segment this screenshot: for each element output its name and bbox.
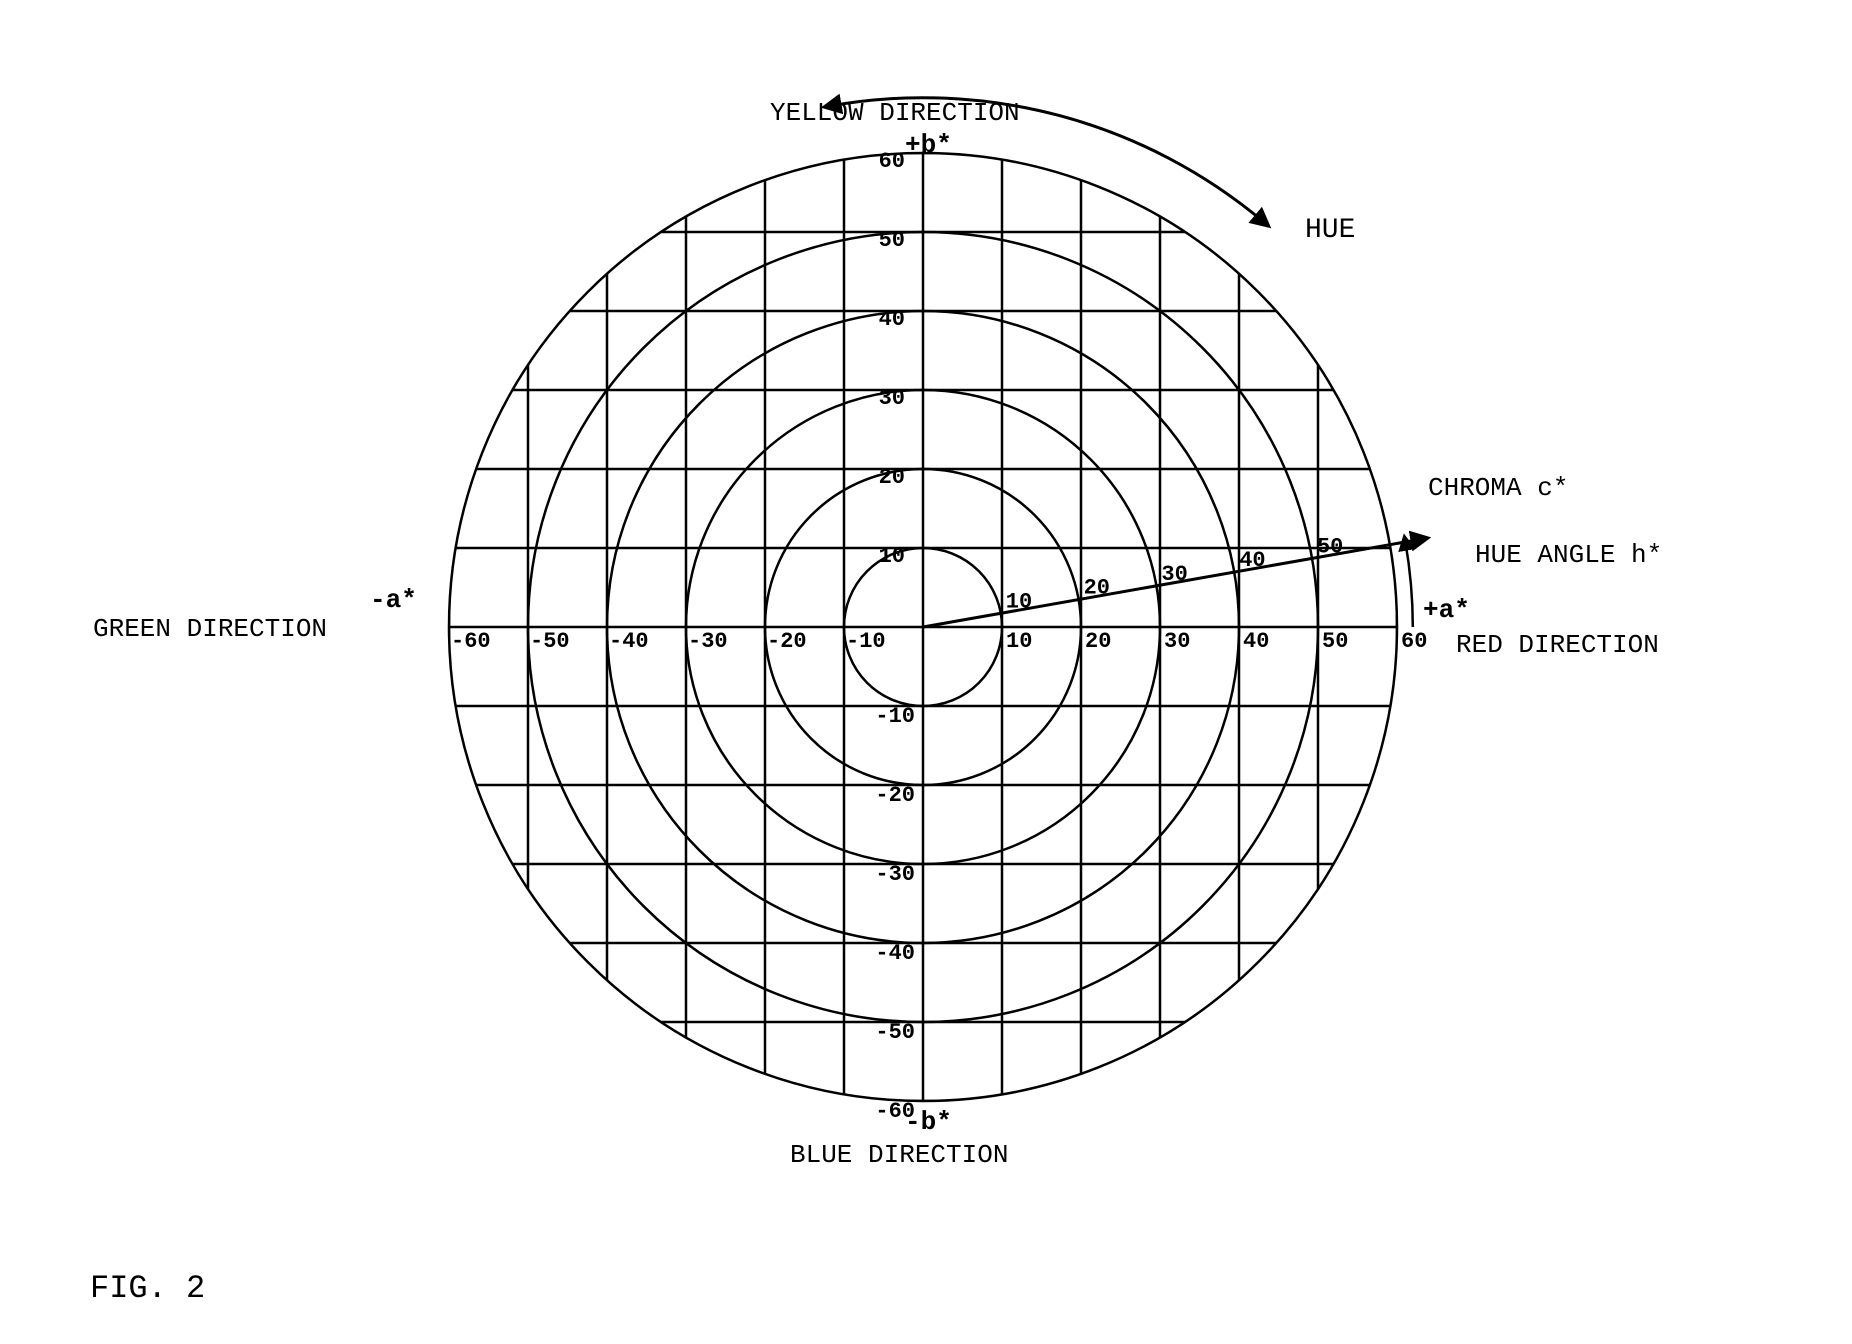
- svg-text:60: 60: [879, 149, 905, 174]
- svg-text:50: 50: [1322, 629, 1348, 654]
- svg-text:-20: -20: [767, 629, 807, 654]
- plus-a-axis-label: +a*: [1423, 595, 1470, 625]
- svg-text:-40: -40: [609, 629, 649, 654]
- svg-text:-30: -30: [688, 629, 728, 654]
- svg-text:-20: -20: [875, 783, 915, 808]
- svg-text:10: 10: [1006, 629, 1032, 654]
- hue-angle-label: HUE ANGLE h*: [1475, 540, 1662, 570]
- svg-text:40: 40: [879, 307, 905, 332]
- svg-text:50: 50: [879, 228, 905, 253]
- svg-text:-30: -30: [875, 862, 915, 887]
- minus-b-axis-label: -b*: [905, 1107, 952, 1137]
- svg-text:-50: -50: [875, 1020, 915, 1045]
- svg-text:-40: -40: [875, 941, 915, 966]
- svg-text:30: 30: [879, 386, 905, 411]
- minus-a-axis-label: -a*: [370, 585, 417, 615]
- svg-text:40: 40: [1243, 629, 1269, 654]
- svg-text:-50: -50: [530, 629, 570, 654]
- svg-text:-10: -10: [846, 629, 886, 654]
- red-direction-label: RED DIRECTION: [1456, 630, 1659, 660]
- svg-text:20: 20: [1085, 629, 1111, 654]
- svg-text:-10: -10: [875, 704, 915, 729]
- plus-b-axis-label: +b*: [905, 130, 952, 160]
- svg-text:10: 10: [1006, 589, 1032, 614]
- blue-direction-label: BLUE DIRECTION: [790, 1140, 1008, 1170]
- hue-label: HUE: [1305, 215, 1355, 246]
- yellow-direction-label: YELLOW DIRECTION: [770, 98, 1020, 128]
- svg-text:-60: -60: [451, 629, 491, 654]
- svg-text:50: 50: [1317, 534, 1343, 559]
- svg-text:20: 20: [1084, 576, 1110, 601]
- figure-label: FIG. 2: [90, 1270, 205, 1307]
- chroma-label: CHROMA c*: [1428, 473, 1568, 503]
- svg-text:60: 60: [1401, 629, 1427, 654]
- svg-text:30: 30: [1164, 629, 1190, 654]
- svg-text:10: 10: [879, 544, 905, 569]
- color-space-diagram: 10 20 30 40 50 60 -10 -20 -30 -40 -50 -60 10 20 30 40 50…: [0, 0, 1852, 1344]
- svg-text:30: 30: [1161, 562, 1187, 587]
- svg-text:40: 40: [1239, 548, 1265, 573]
- green-direction-label: GREEN DIRECTION: [93, 614, 327, 644]
- svg-text:20: 20: [879, 465, 905, 490]
